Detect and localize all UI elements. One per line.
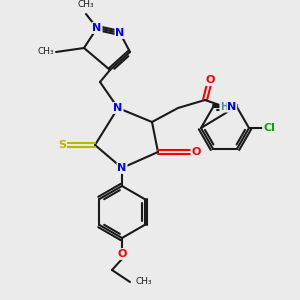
Text: N: N <box>113 103 123 113</box>
Text: O: O <box>117 249 127 259</box>
Text: H: H <box>220 102 228 112</box>
Text: Cl: Cl <box>263 123 275 133</box>
Text: N: N <box>116 28 124 38</box>
Text: S: S <box>58 140 66 150</box>
Text: N: N <box>227 102 237 112</box>
Text: CH₃: CH₃ <box>38 47 54 56</box>
Text: O: O <box>205 75 215 85</box>
Text: O: O <box>191 147 201 157</box>
Text: N: N <box>117 163 127 173</box>
Text: CH₃: CH₃ <box>136 278 153 286</box>
Text: N: N <box>92 23 102 33</box>
Text: CH₃: CH₃ <box>78 0 94 9</box>
